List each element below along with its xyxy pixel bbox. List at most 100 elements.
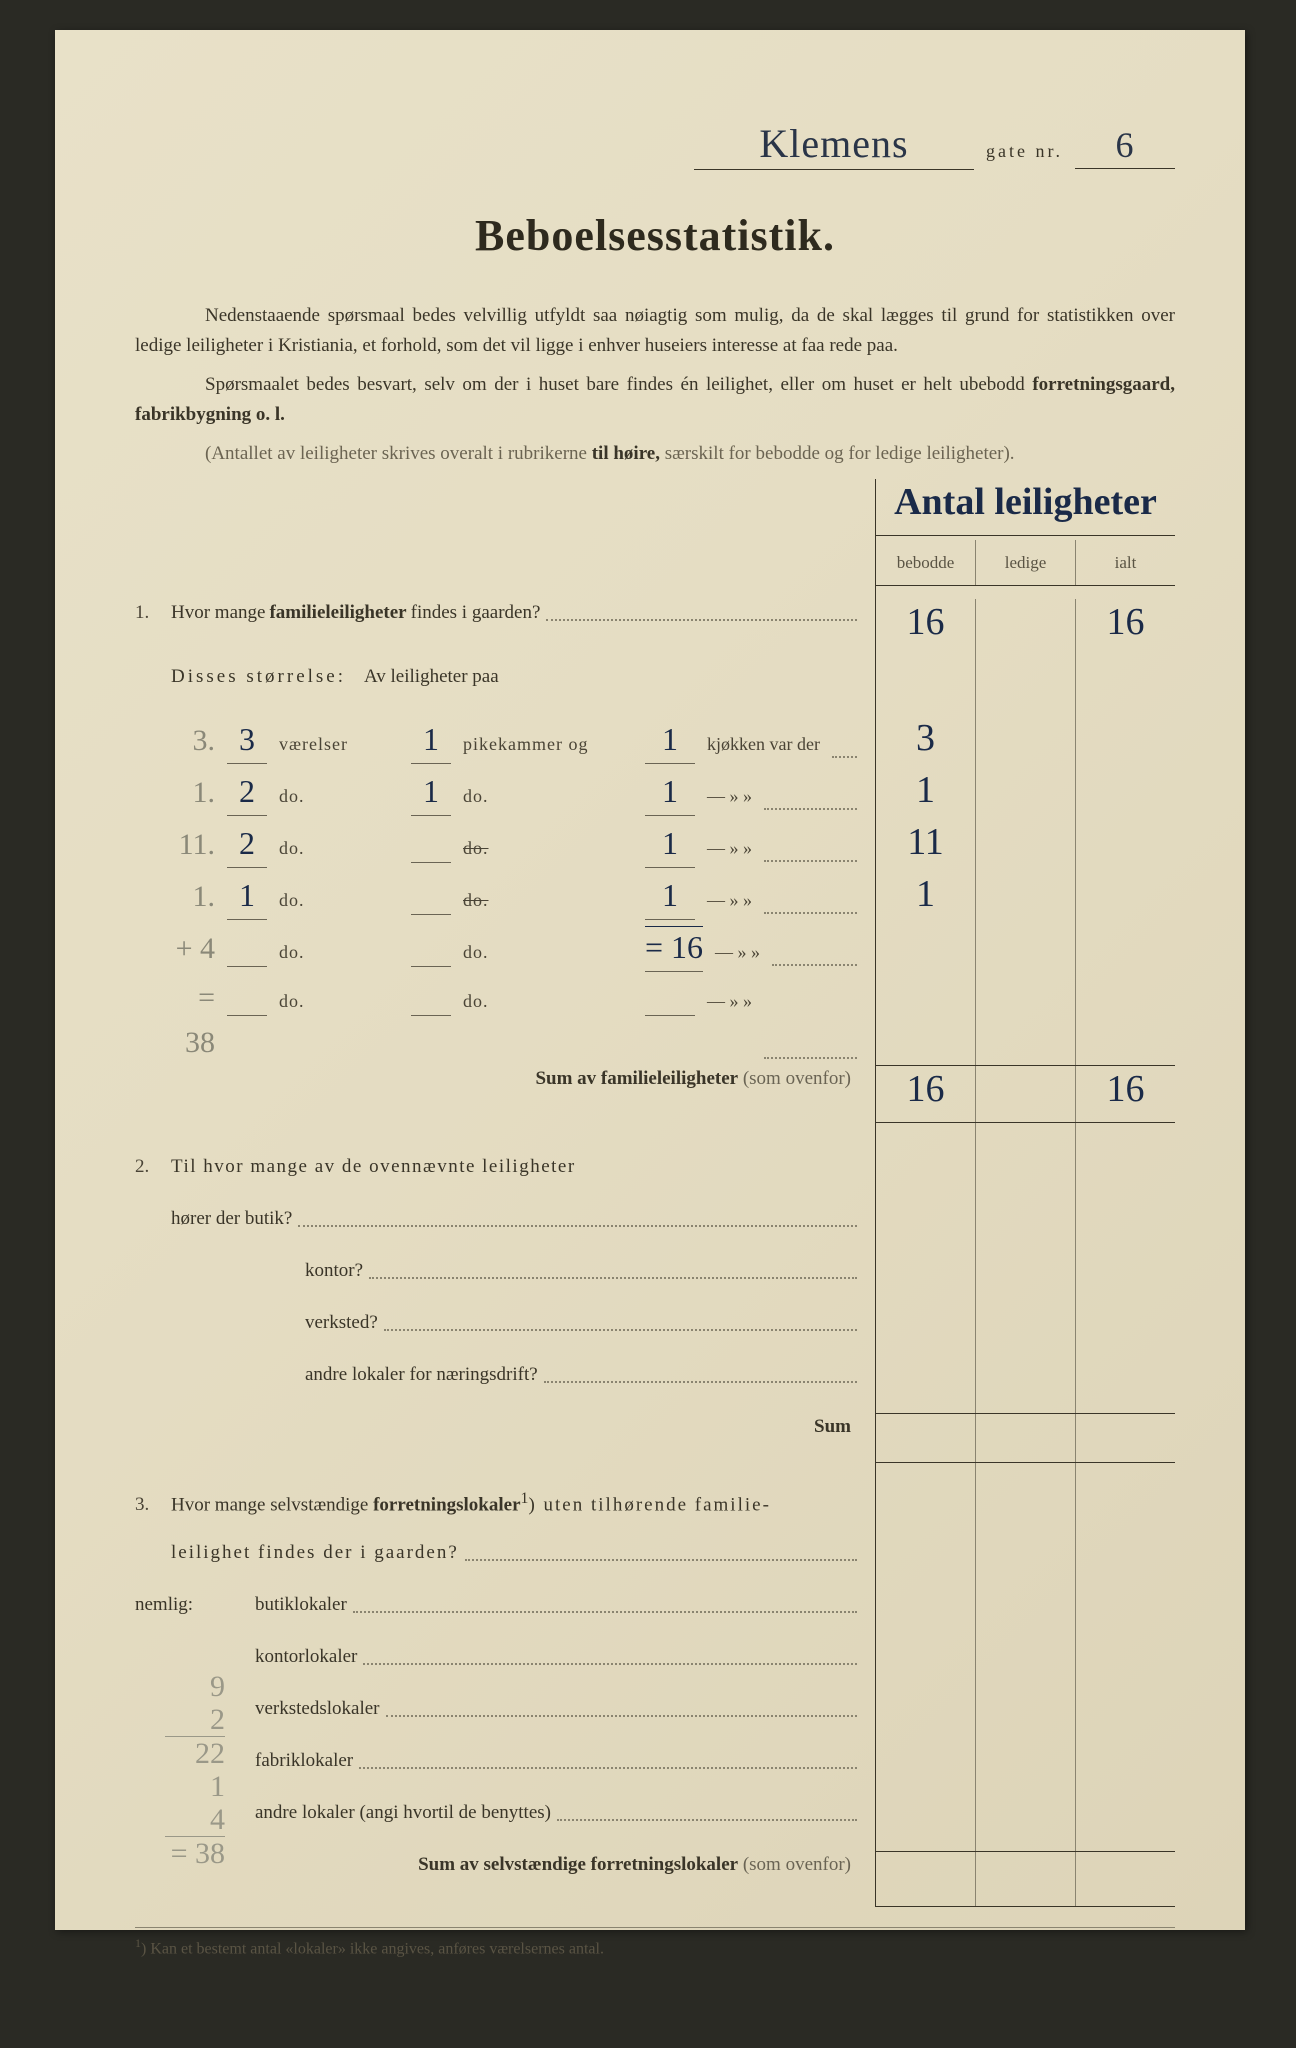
q3-nemlig-row: nemlig: butiklokaler [135, 1591, 1175, 1643]
pikekammer-value: 1 [411, 715, 451, 763]
q1-sum-ialt: 16 [1075, 1066, 1175, 1122]
vaerelser-value: 1 [227, 871, 267, 919]
table-header-row: Antal leiligheter bebodde ledige ialt [135, 479, 1175, 599]
pikekammer-label: pikekammer og [463, 731, 633, 758]
q2-sub-row: andre lokaler for næringsdrift? [135, 1361, 1175, 1413]
pencil-note: 1. [171, 874, 215, 919]
document-title: Beboelsesstatistik. [135, 210, 1175, 261]
kjokken-label: — » » [707, 783, 752, 810]
row-bebodde: 3 [876, 715, 975, 767]
kjokken-value: 1 [650, 819, 690, 867]
q1-size-row: 3. 3 værelser 1 pikekammer og 1 kjøkken … [135, 715, 1175, 767]
intro-p3: (Antallet av leiligheter skrives overalt… [135, 439, 1175, 469]
q1-values: 16 16 [875, 599, 1175, 663]
gate-number: 6 [1075, 124, 1175, 169]
q3-sub-label: andre lokaler (angi hvortil de benyttes) [255, 1799, 551, 1828]
q3-sub-row: verkstedslokaler [135, 1695, 1175, 1747]
kjokken-label: kjøkken var der [707, 731, 820, 758]
q3-sub-row: fabriklokaler [135, 1747, 1175, 1799]
row-ledige [975, 767, 1075, 819]
q3-sum-row: Sum av selvstændige forretningslokaler (… [135, 1851, 1175, 1907]
q1-row: 1. Hvor mange familieleiligheter findes … [135, 599, 1175, 663]
row-ledige [975, 923, 1075, 975]
q2-sub-label: verksted? [305, 1309, 378, 1338]
row-ledige [975, 975, 1075, 1065]
q2-sub-row: verksted? [135, 1309, 1175, 1361]
vaerelser-label: do. [279, 939, 399, 966]
pencil-note: 1. [171, 770, 215, 815]
intro-p2: Spørsmaalet bedes besvart, selv om der i… [135, 370, 1175, 431]
q1-size-row: 1. 2 do. 1 do. 1 — » » 1 [135, 767, 1175, 819]
row-ialt [1075, 975, 1175, 1065]
q1-sum-ledige [975, 1066, 1075, 1122]
q2-sub-row: kontor? [135, 1257, 1175, 1309]
pencil-note: = 38 [171, 975, 215, 1065]
q2-sub-label: kontor? [305, 1257, 363, 1286]
intro-p1: Nedenstaaende spørsmaal bedes velvillig … [135, 301, 1175, 362]
q3-sub-row: andre lokaler (angi hvortil de benyttes) [135, 1799, 1175, 1851]
q3-line2: leilighet findes der i gaarden? [171, 1539, 459, 1568]
q1-size-row: + 4 do. do. = 16 — » » [135, 923, 1175, 975]
q2-line1: Til hvor mange av de ovennævnte leilighe… [171, 1153, 863, 1182]
nemlig-label: nemlig: [135, 1591, 215, 1620]
kjokken-value: 1 [650, 871, 690, 919]
vaerelser-value: 2 [227, 767, 267, 815]
col-ialt: ialt [1075, 540, 1175, 585]
q1-text: Hvor mange familieleiligheter findes i g… [171, 599, 863, 628]
row-bebodde [876, 923, 975, 975]
q1-sum-row: Sum av familieleiligheter (som ovenfor) … [135, 1065, 1175, 1123]
body-rows: Antal leiligheter bebodde ledige ialt 1.… [135, 479, 1175, 1907]
kjokken-value: = 16 [645, 923, 703, 971]
vaerelser-label: do. [279, 783, 399, 810]
col-ledige: ledige [975, 540, 1075, 585]
pikekammer-label: do. [463, 988, 633, 1015]
pencil-note: + 4 [171, 926, 215, 971]
row-ialt [1075, 819, 1175, 871]
pikekammer-label: do. [463, 887, 633, 914]
vaerelser-value: 3 [227, 715, 267, 763]
row-bebodde: 1 [876, 767, 975, 819]
row-ledige [975, 871, 1075, 923]
row-ialt [1075, 715, 1175, 767]
q1-sum-label: Sum av familieleiligheter (som ovenfor) [135, 1065, 863, 1094]
q3-sub-label: kontorlokaler [255, 1643, 357, 1672]
q2-row1: 2. Til hvor mange av de ovennævnte leili… [135, 1153, 1175, 1205]
row-bebodde: 1 [876, 871, 975, 923]
q3-line1: Hvor mange selvstændige forretningslokal… [171, 1487, 863, 1520]
pikekammer-label: do. [463, 783, 633, 810]
q3-row2: leilighet findes der i gaarden? [135, 1539, 1175, 1591]
q1-sum-values: 16 16 [875, 1065, 1175, 1123]
row-bebodde: 11 [876, 819, 975, 871]
pencil-note: 11. [171, 822, 215, 867]
q1-size-row: 11. 2 do. do. 1 — » » 11 [135, 819, 1175, 871]
row-ialt [1075, 767, 1175, 819]
margin-calculation: 9 2 22 1 4 = 38 [165, 1670, 225, 1870]
q1-sum-bebodde: 16 [876, 1066, 975, 1122]
q3-sub-label: verkstedslokaler [255, 1695, 380, 1724]
row-bebodde [876, 975, 975, 1065]
row-ialt [1075, 923, 1175, 975]
footnote: 1) Kan et bestemt antal «lokaler» ikke a… [135, 1927, 1175, 1958]
cols-title: Antal leiligheter [876, 479, 1175, 536]
gate-label: gate nr. [980, 141, 1069, 161]
pikekammer-label: do. [463, 835, 633, 862]
q1-ialt: 16 [1075, 599, 1175, 663]
q2-sub-label: andre lokaler for næringsdrift? [305, 1361, 538, 1390]
pikekammer-value: 1 [411, 767, 451, 815]
kjokken-value: 1 [650, 767, 690, 815]
kjokken-value: 1 [650, 715, 690, 763]
q2-sum-label: Sum [135, 1413, 863, 1442]
row-ledige [975, 819, 1075, 871]
q3-sum-label: Sum av selvstændige forretningslokaler (… [135, 1851, 863, 1880]
vaerelser-label: do. [279, 988, 399, 1015]
vaerelser-label: værelser [279, 731, 399, 758]
vaerelser-label: do. [279, 887, 399, 914]
kjokken-label: — » » [707, 835, 752, 862]
q2-sum-row: Sum [135, 1413, 1175, 1463]
kjokken-label: — » » [707, 988, 752, 1015]
cols-subheader: bebodde ledige ialt [876, 536, 1175, 586]
q3-row1: 3. Hvor mange selvstændige forretningslo… [135, 1487, 1175, 1539]
q1-disses-row: Disses størrelse: Av leiligheter paa [135, 663, 1175, 715]
q1-num: 1. [135, 599, 171, 628]
pencil-note: 3. [171, 718, 215, 763]
